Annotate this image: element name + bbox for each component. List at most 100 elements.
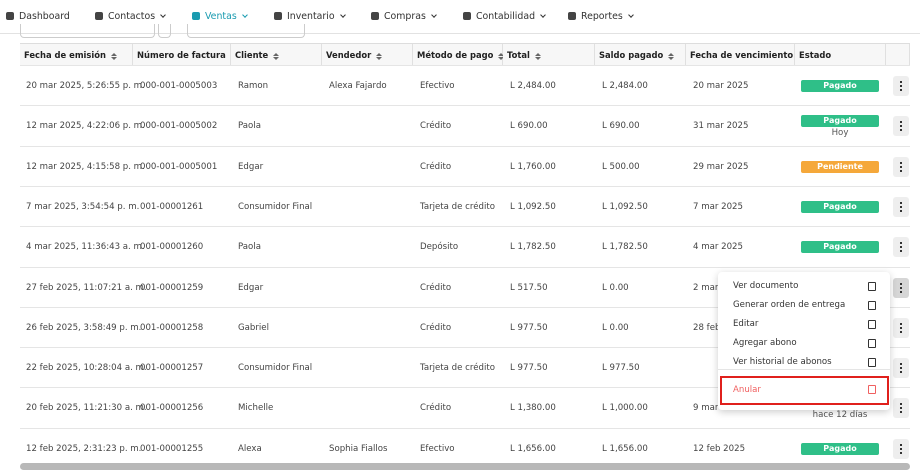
- column-header[interactable]: Fecha de emisión: [20, 44, 133, 65]
- cell: Efectivo: [420, 81, 455, 91]
- cell: 7 mar 2025, 3:54:54 p. m.: [26, 201, 140, 212]
- nav-item[interactable]: Contactos: [95, 11, 166, 22]
- cell: L 690.00: [602, 121, 640, 132]
- menu-item[interactable]: Ver historial de abonos: [733, 357, 832, 367]
- menu-item[interactable]: Agregar abono: [733, 338, 797, 348]
- column-header[interactable]: Vendedor: [322, 44, 413, 65]
- menu-item-danger[interactable]: Anular: [733, 385, 761, 395]
- cell: 4 mar 2025: [693, 242, 743, 253]
- filter-input[interactable]: [187, 24, 305, 38]
- cell: 4 mar 2025, 11:36:43 a. m.: [26, 242, 145, 253]
- cell: 20 mar 2025: [693, 81, 749, 91]
- cell: L 0.00: [602, 282, 629, 293]
- table-row: 20 feb 2025, 11:21:30 a. m. 001-00001256 M…: [20, 387, 910, 427]
- status-note: Hoy: [831, 128, 849, 139]
- cell: L 2,484.00: [602, 81, 648, 91]
- cell: Edgar: [238, 161, 264, 172]
- row-actions[interactable]: [893, 116, 909, 137]
- nav-icon: [274, 12, 282, 20]
- cell: L 1,092.50: [510, 201, 556, 212]
- cell: Edgar: [238, 282, 264, 293]
- header-label: Total: [507, 50, 530, 60]
- cell: L 977.50: [602, 363, 640, 374]
- row-actions[interactable]: [893, 358, 909, 379]
- cell: L 977.50: [510, 363, 548, 374]
- nav-item[interactable]: Contabilidad: [463, 11, 546, 22]
- status-badge: Pagado: [801, 80, 879, 92]
- cell: 001-00001258: [140, 322, 204, 333]
- action-menu: Ver documento Generar orden de entrega Edi…: [718, 272, 890, 410]
- row-actions[interactable]: [893, 196, 909, 217]
- cell: Tarjeta de crédito: [420, 363, 495, 374]
- header-label: Cliente: [235, 50, 269, 60]
- column-header[interactable]: Fecha de vencimiento: [686, 44, 805, 65]
- column-header[interactable]: Total: [503, 44, 595, 65]
- row-actions[interactable]: [893, 76, 909, 96]
- cell: 20 feb 2025, 11:21:30 a. m.: [26, 403, 147, 414]
- cell: Ramon: [238, 81, 269, 91]
- scrollbar[interactable]: [20, 463, 910, 470]
- nav-label: Compras: [384, 11, 426, 22]
- menu-item[interactable]: Ver documento: [733, 281, 799, 291]
- menu-icon: [868, 301, 876, 310]
- table-row: 12 mar 2025, 4:22:06 p. m. 000-001-000500…: [20, 105, 910, 145]
- column-header[interactable]: Estado: [795, 44, 886, 65]
- cell: L 517.50: [510, 282, 548, 293]
- cell: 001-00001255: [140, 443, 204, 454]
- nav-icon: [6, 12, 14, 20]
- nav-label: Contactos: [108, 11, 156, 22]
- cell: 12 feb 2025: [693, 443, 746, 454]
- row-actions[interactable]: [893, 237, 909, 258]
- cell: 001-00001256: [140, 403, 204, 414]
- cell: L 1,760.00: [510, 161, 556, 172]
- row-actions[interactable]: [893, 438, 909, 459]
- cell: L 1,782.50: [510, 242, 556, 253]
- table-row: 22 feb 2025, 10:28:04 a. m. 001-00001257 C…: [20, 347, 910, 387]
- nav-item[interactable]: Reportes: [568, 11, 634, 22]
- menu-item[interactable]: Generar orden de entrega: [733, 300, 846, 310]
- cell: 12 mar 2025, 4:15:58 p. m.: [26, 161, 145, 172]
- sort-icon: [534, 53, 541, 60]
- cell: L 977.50: [510, 322, 548, 333]
- column-header[interactable]: Método de pago: [413, 44, 505, 65]
- filter-input[interactable]: [20, 24, 155, 38]
- nav-item[interactable]: Dashboard: [6, 11, 70, 22]
- nav-icon: [463, 12, 471, 20]
- nav-item[interactable]: Compras: [371, 11, 437, 22]
- sort-icon: [376, 53, 383, 60]
- nav-item[interactable]: Inventario: [274, 11, 346, 22]
- row-actions[interactable]: [893, 277, 909, 298]
- cell: 000-001-0005001: [140, 161, 218, 172]
- cell: 2 mar: [693, 282, 719, 293]
- header-label: Saldo pagado: [599, 50, 664, 60]
- cell: Paola: [238, 121, 261, 132]
- cell: 20 mar 2025, 5:26:55 p. m.: [26, 81, 145, 91]
- highlight-box: [720, 376, 889, 405]
- column-header[interactable]: Saldo pagado: [595, 44, 686, 65]
- row-actions[interactable]: [893, 317, 909, 338]
- header-label: Método de pago: [417, 50, 494, 60]
- cell: Tarjeta de crédito: [420, 201, 495, 212]
- row-actions[interactable]: [893, 156, 909, 177]
- cell: 7 mar 2025: [693, 201, 743, 212]
- header-label: Vendedor: [326, 50, 372, 60]
- table-row: 4 mar 2025, 11:36:43 a. m. 001-00001260 Pa…: [20, 226, 910, 266]
- row-actions[interactable]: [893, 398, 909, 419]
- sort-icon: [273, 53, 280, 60]
- cell: Crédito: [420, 403, 452, 414]
- cell: Crédito: [420, 282, 452, 293]
- filter-button[interactable]: [158, 24, 171, 38]
- column-header[interactable]: Cliente: [231, 44, 322, 65]
- cell: L 0.00: [602, 322, 629, 333]
- nav-item[interactable]: Ventas: [192, 11, 248, 22]
- menu-icon: [868, 385, 876, 394]
- cell: 000-001-0005002: [140, 121, 218, 132]
- nav-label: Inventario: [287, 11, 335, 22]
- status-badge: Pagado: [801, 200, 879, 213]
- cell: 26 feb 2025, 3:58:49 p. m.: [26, 322, 142, 333]
- menu-item[interactable]: Editar: [733, 319, 759, 329]
- nav-label: Reportes: [581, 11, 623, 22]
- column-header[interactable]: Número de factura: [133, 44, 237, 65]
- cell: Paola: [238, 242, 261, 253]
